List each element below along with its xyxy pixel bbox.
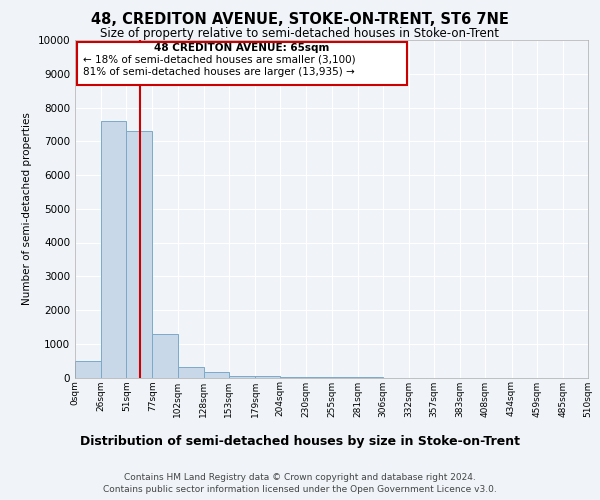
Text: ← 18% of semi-detached houses are smaller (3,100): ← 18% of semi-detached houses are smalle…	[83, 54, 356, 64]
Bar	[255, 376, 280, 378]
Bar	[152, 334, 178, 378]
Text: 48, CREDITON AVENUE, STOKE-ON-TRENT, ST6 7NE: 48, CREDITON AVENUE, STOKE-ON-TRENT, ST6…	[91, 12, 509, 28]
Bar	[229, 376, 255, 378]
Y-axis label: Number of semi-detached properties: Number of semi-detached properties	[22, 112, 32, 305]
Bar	[75, 360, 101, 378]
Text: Size of property relative to semi-detached houses in Stoke-on-Trent: Size of property relative to semi-detach…	[101, 28, 499, 40]
Text: Distribution of semi-detached houses by size in Stoke-on-Trent: Distribution of semi-detached houses by …	[80, 435, 520, 448]
Bar	[204, 372, 229, 378]
Bar	[101, 121, 127, 378]
Bar	[127, 131, 152, 378]
Bar	[178, 368, 204, 378]
Text: Contains HM Land Registry data © Crown copyright and database right 2024.
Contai: Contains HM Land Registry data © Crown c…	[103, 472, 497, 494]
FancyBboxPatch shape	[77, 42, 407, 84]
Text: 81% of semi-detached houses are larger (13,935) →: 81% of semi-detached houses are larger (…	[83, 67, 355, 77]
Text: 48 CREDITON AVENUE: 65sqm: 48 CREDITON AVENUE: 65sqm	[154, 42, 329, 52]
